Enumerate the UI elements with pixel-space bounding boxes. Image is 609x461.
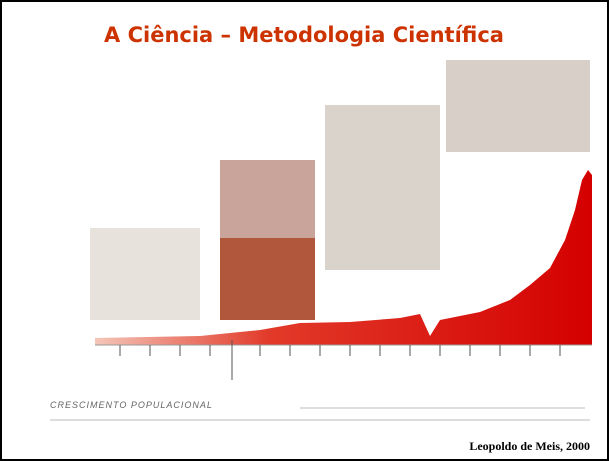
figure-modern: [446, 60, 590, 152]
page: A Ciência – Metodologia Científica CRESC…: [0, 0, 609, 461]
figure-ancient: [90, 228, 200, 320]
credit: Leopoldo de Meis, 2000: [469, 439, 590, 453]
figure-caption: CRESCIMENTO POPULACIONAL: [50, 400, 213, 410]
slide: A Ciência – Metodologia Científica CRESC…: [0, 0, 609, 461]
figure-war: [220, 238, 315, 320]
slide-title: A Ciência – Metodologia Científica: [104, 23, 504, 47]
figure-crowd: [325, 105, 440, 270]
figure-plague: [220, 160, 315, 238]
